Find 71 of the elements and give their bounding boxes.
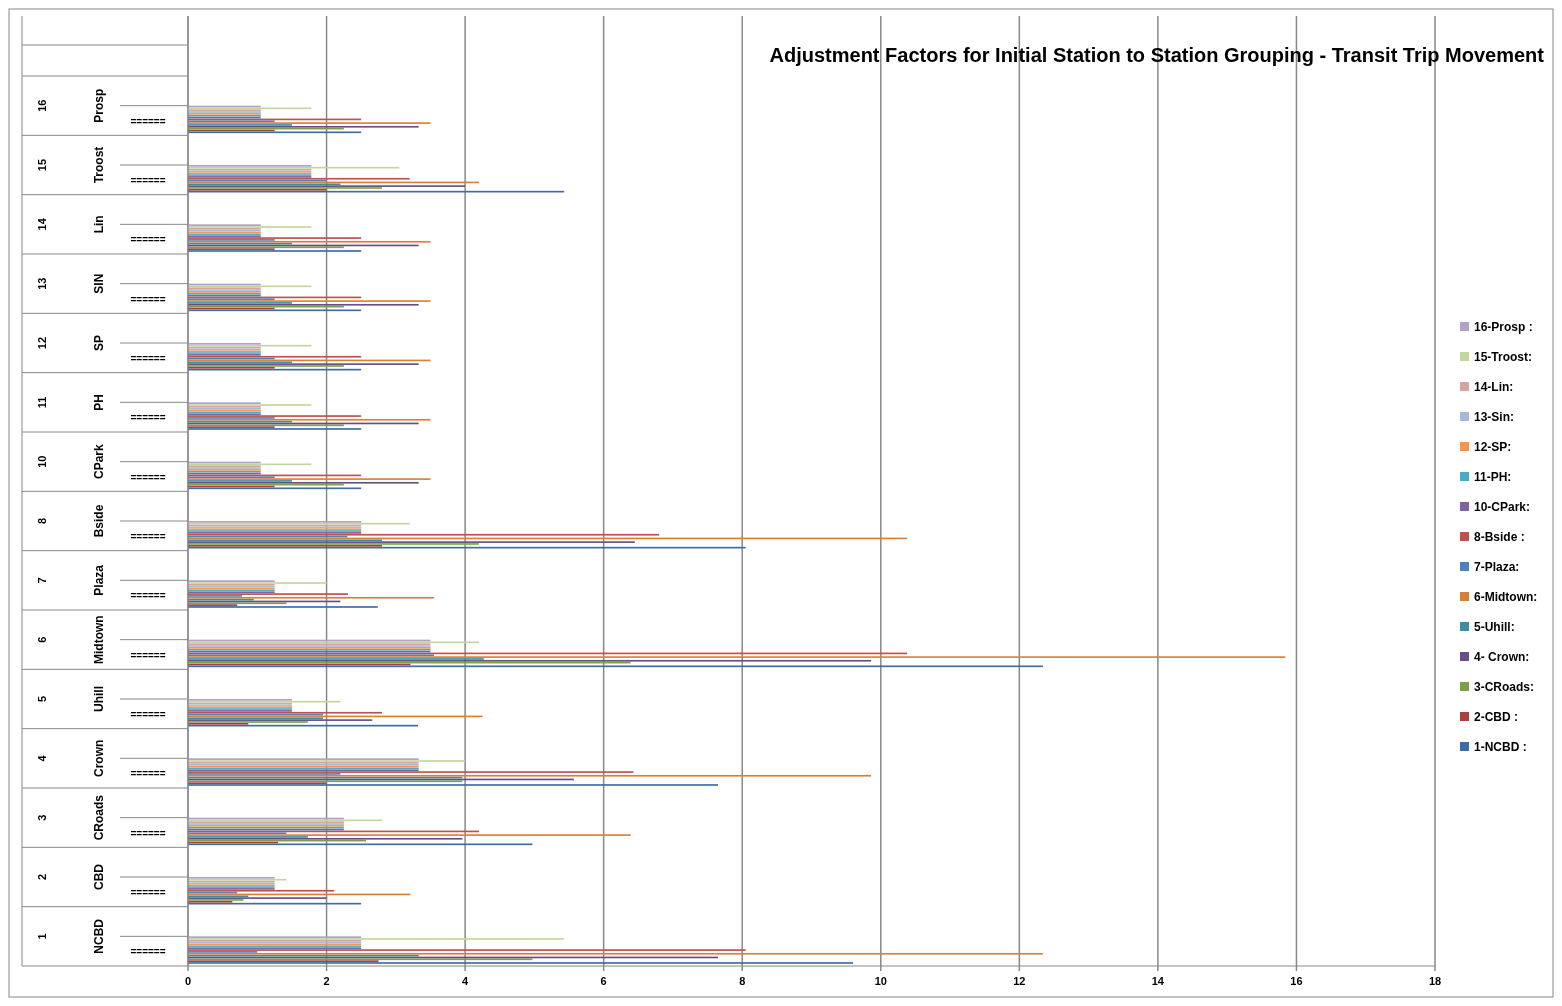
legend-label: 11-PH: (1474, 470, 1512, 484)
x-tick-label: 10 (874, 975, 887, 987)
text: ====== (130, 590, 166, 602)
y-tick-label: NCBD (92, 918, 106, 954)
text: ====== (130, 946, 166, 958)
text: ====== (130, 174, 166, 186)
text: ====== (130, 649, 166, 661)
y-tick-label: Plaza (92, 564, 106, 596)
text: 2 (36, 873, 48, 881)
text: ====== (130, 412, 166, 424)
legend-label: 5-Uhill: (1474, 620, 1515, 634)
y-tick-label: Troost (92, 146, 106, 184)
legend-label: 8-Bside : (1474, 530, 1525, 544)
text: 1 (36, 933, 48, 940)
y-tick-label: Bside (92, 504, 106, 538)
text: ====== (130, 827, 166, 839)
text: ====== (130, 886, 166, 898)
y-tick-label: Crown (92, 739, 106, 778)
legend-label: 4- Crown: (1474, 650, 1530, 664)
text: 13 (36, 277, 48, 290)
x-tick-label: 2 (323, 975, 330, 987)
y-tick-label: PH (92, 394, 106, 411)
text: 8 (36, 517, 48, 525)
x-tick-label: 18 (1428, 975, 1442, 987)
legend-label: 16-Prosp : (1474, 320, 1533, 334)
x-tick-label: 16 (1290, 975, 1303, 987)
legend-label: 6-Midtown: (1474, 590, 1538, 604)
legend-label: 12-SP: (1474, 440, 1512, 454)
y-tick-label: SIN (92, 273, 106, 294)
legend-label: 1-NCBD : (1474, 740, 1527, 754)
x-tick-label: 6 (600, 975, 607, 987)
y-tick-label: CPark (92, 444, 106, 480)
text: 5 (36, 695, 48, 703)
x-tick-label: 8 (739, 975, 746, 987)
text: 11 (36, 396, 48, 409)
legend-label: 3-CRoads: (1474, 680, 1535, 694)
text: ====== (130, 293, 166, 305)
text: 12 (36, 336, 48, 350)
text: 6 (36, 636, 48, 643)
text: ====== (130, 234, 166, 246)
text: ====== (130, 352, 166, 364)
y-tick-label: Lin (92, 215, 106, 234)
x-tick-label: 12 (1013, 975, 1026, 987)
x-tick-label: 0 (184, 975, 192, 987)
chart-title: Adjustment Factors for Initial Station to Station Grouping - Transit Trip Movement (769, 44, 1545, 66)
text: 4 (36, 754, 48, 762)
text: 7 (36, 577, 48, 584)
text: ====== (130, 115, 166, 127)
text: 10 (36, 455, 48, 468)
text: 16 (36, 99, 48, 112)
text: ====== (130, 768, 166, 780)
y-tick-label: CRoads (92, 794, 106, 841)
text: 14 (36, 217, 48, 231)
legend-label: 14-Lin: (1474, 380, 1514, 394)
x-tick-label: 4 (462, 975, 470, 987)
text: ====== (130, 530, 166, 542)
legend-label: 10-CPark: (1474, 500, 1531, 514)
x-tick-label: 14 (1151, 975, 1165, 987)
legend-label: 7-Plaza: (1474, 560, 1520, 574)
text: ====== (130, 708, 166, 720)
y-tick-label: Midtown (92, 615, 106, 664)
text: 3 (36, 814, 48, 821)
y-tick-label: Prosp (92, 88, 106, 123)
text: ====== (130, 471, 166, 483)
y-tick-label: Uhill (92, 686, 106, 712)
legend-label: 2-CBD : (1474, 710, 1518, 724)
text: 15 (36, 158, 48, 172)
y-tick-label: CBD (92, 863, 106, 890)
legend-label: 15-Troost: (1474, 350, 1533, 364)
y-tick-label: SP (92, 334, 106, 352)
legend-label: 13-Sin: (1474, 410, 1515, 424)
